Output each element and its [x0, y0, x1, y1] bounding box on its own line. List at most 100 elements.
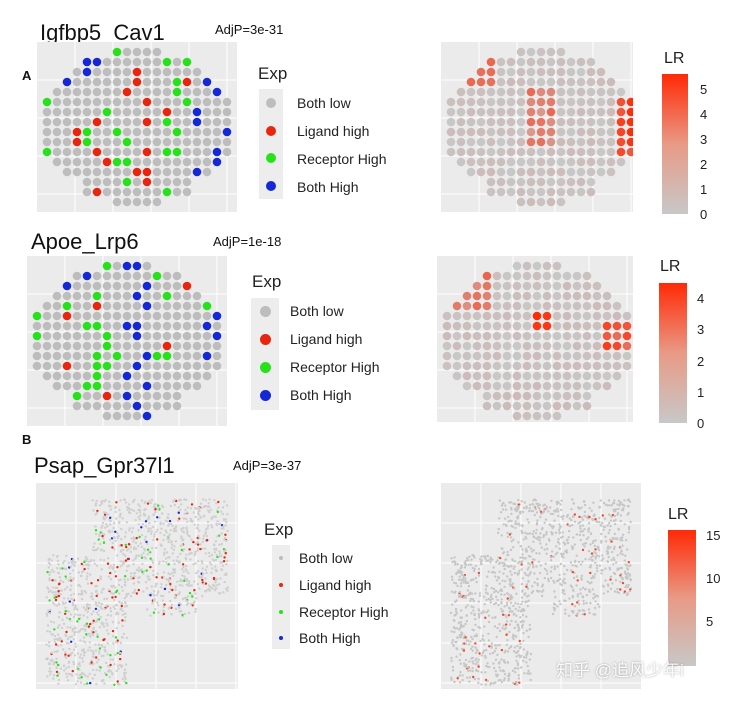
- spot-exp: [143, 508, 146, 512]
- spot-lr: [606, 107, 616, 117]
- spot-exp: [204, 589, 207, 593]
- spot-lr: [516, 87, 526, 97]
- spot-lr: [542, 281, 552, 291]
- spot-lr: [492, 341, 502, 351]
- spot-exp: [92, 610, 95, 613]
- spot-lr: [598, 564, 602, 567]
- spot-lr: [517, 561, 520, 565]
- spot-exp: [202, 77, 212, 87]
- spot-lr: [571, 547, 574, 551]
- spot-exp: [104, 661, 108, 665]
- spot-exp: [116, 664, 120, 667]
- spot-exp: [150, 532, 153, 536]
- spot-lr: [602, 331, 612, 341]
- spot-exp: [101, 532, 104, 535]
- spot-exp: [94, 502, 98, 505]
- spot-lr: [556, 197, 566, 207]
- spot-exp: [162, 553, 166, 556]
- spot-lr: [626, 548, 629, 551]
- spot-exp: [132, 381, 142, 391]
- spot-exp: [112, 187, 122, 197]
- spot-exp: [119, 513, 122, 516]
- spot-lr: [591, 575, 595, 578]
- spot-lr: [602, 321, 612, 331]
- spot-lr: [457, 569, 460, 572]
- spot-lr: [480, 559, 483, 562]
- spot-lr: [529, 652, 533, 656]
- spot-lr: [473, 635, 476, 638]
- spot-lr: [584, 587, 587, 591]
- spot-exp: [153, 535, 156, 538]
- spot-exp: [76, 557, 80, 560]
- spot-exp: [53, 638, 56, 641]
- spot-lr: [453, 630, 456, 634]
- spot-lr: [522, 351, 532, 361]
- spot-exp: [106, 562, 110, 565]
- spot-lr: [502, 281, 512, 291]
- spot-exp: [82, 67, 92, 77]
- spot-exp: [94, 607, 98, 611]
- legend-label-both-high-2: Both High: [290, 387, 352, 403]
- spot-exp: [67, 672, 71, 676]
- spot-exp: [122, 371, 132, 381]
- spot-lr: [472, 381, 482, 391]
- spot-lr: [517, 654, 521, 657]
- spot-exp: [89, 681, 92, 685]
- spot-exp: [150, 585, 153, 588]
- spot-exp: [146, 542, 149, 545]
- spot-lr: [501, 669, 505, 673]
- spot-lr: [454, 607, 458, 611]
- spot-exp: [142, 97, 152, 107]
- spot-exp: [185, 528, 188, 531]
- spot-lr: [566, 541, 570, 545]
- spot-lr: [537, 506, 541, 510]
- spot-exp: [92, 107, 102, 117]
- spot-exp: [89, 595, 93, 599]
- spot-exp: [92, 301, 102, 311]
- spot-exp: [57, 678, 61, 682]
- spot-lr: [451, 665, 455, 669]
- spot-exp: [125, 595, 128, 598]
- spot-lr: [616, 513, 619, 516]
- spot-exp: [133, 588, 137, 592]
- spot-exp: [152, 513, 155, 516]
- spot-lr: [540, 546, 543, 549]
- spot-exp: [147, 550, 151, 553]
- spot-exp: [67, 579, 71, 582]
- spot-lr: [450, 659, 453, 663]
- spot-lr: [559, 582, 562, 586]
- spot-exp: [144, 557, 147, 560]
- spot-exp: [175, 607, 178, 611]
- spot-exp: [109, 614, 113, 617]
- spot-lr: [446, 97, 456, 107]
- spot-exp: [169, 523, 173, 526]
- spot-lr: [476, 77, 486, 87]
- spot-lr: [556, 167, 566, 177]
- spot-exp: [61, 601, 64, 604]
- spot-lr: [486, 107, 496, 117]
- spot-exp: [195, 526, 199, 530]
- spot-lr: [617, 528, 621, 531]
- spot-exp: [172, 57, 182, 67]
- legend-dot-both-low-1: [266, 98, 276, 108]
- spot-lr: [564, 599, 567, 603]
- spot-exp: [201, 562, 204, 565]
- spot-lr: [524, 600, 527, 604]
- spot-exp: [92, 631, 95, 634]
- spot-exp: [97, 609, 100, 612]
- spot-exp: [77, 617, 81, 621]
- spot-lr: [570, 610, 574, 613]
- spot-lr: [522, 321, 532, 331]
- legend-label-ligand-high-1: Ligand high: [297, 123, 370, 139]
- spot-lr: [526, 650, 529, 654]
- spot-exp: [153, 503, 156, 506]
- spot-exp: [169, 504, 172, 508]
- spot-lr: [572, 361, 582, 371]
- spot-exp: [153, 533, 156, 536]
- spot-exp: [168, 590, 171, 594]
- spot-exp: [202, 361, 212, 371]
- spot-lr: [528, 503, 532, 507]
- spot-lr: [487, 559, 490, 562]
- spot-exp: [101, 537, 105, 540]
- spot-exp: [172, 381, 182, 391]
